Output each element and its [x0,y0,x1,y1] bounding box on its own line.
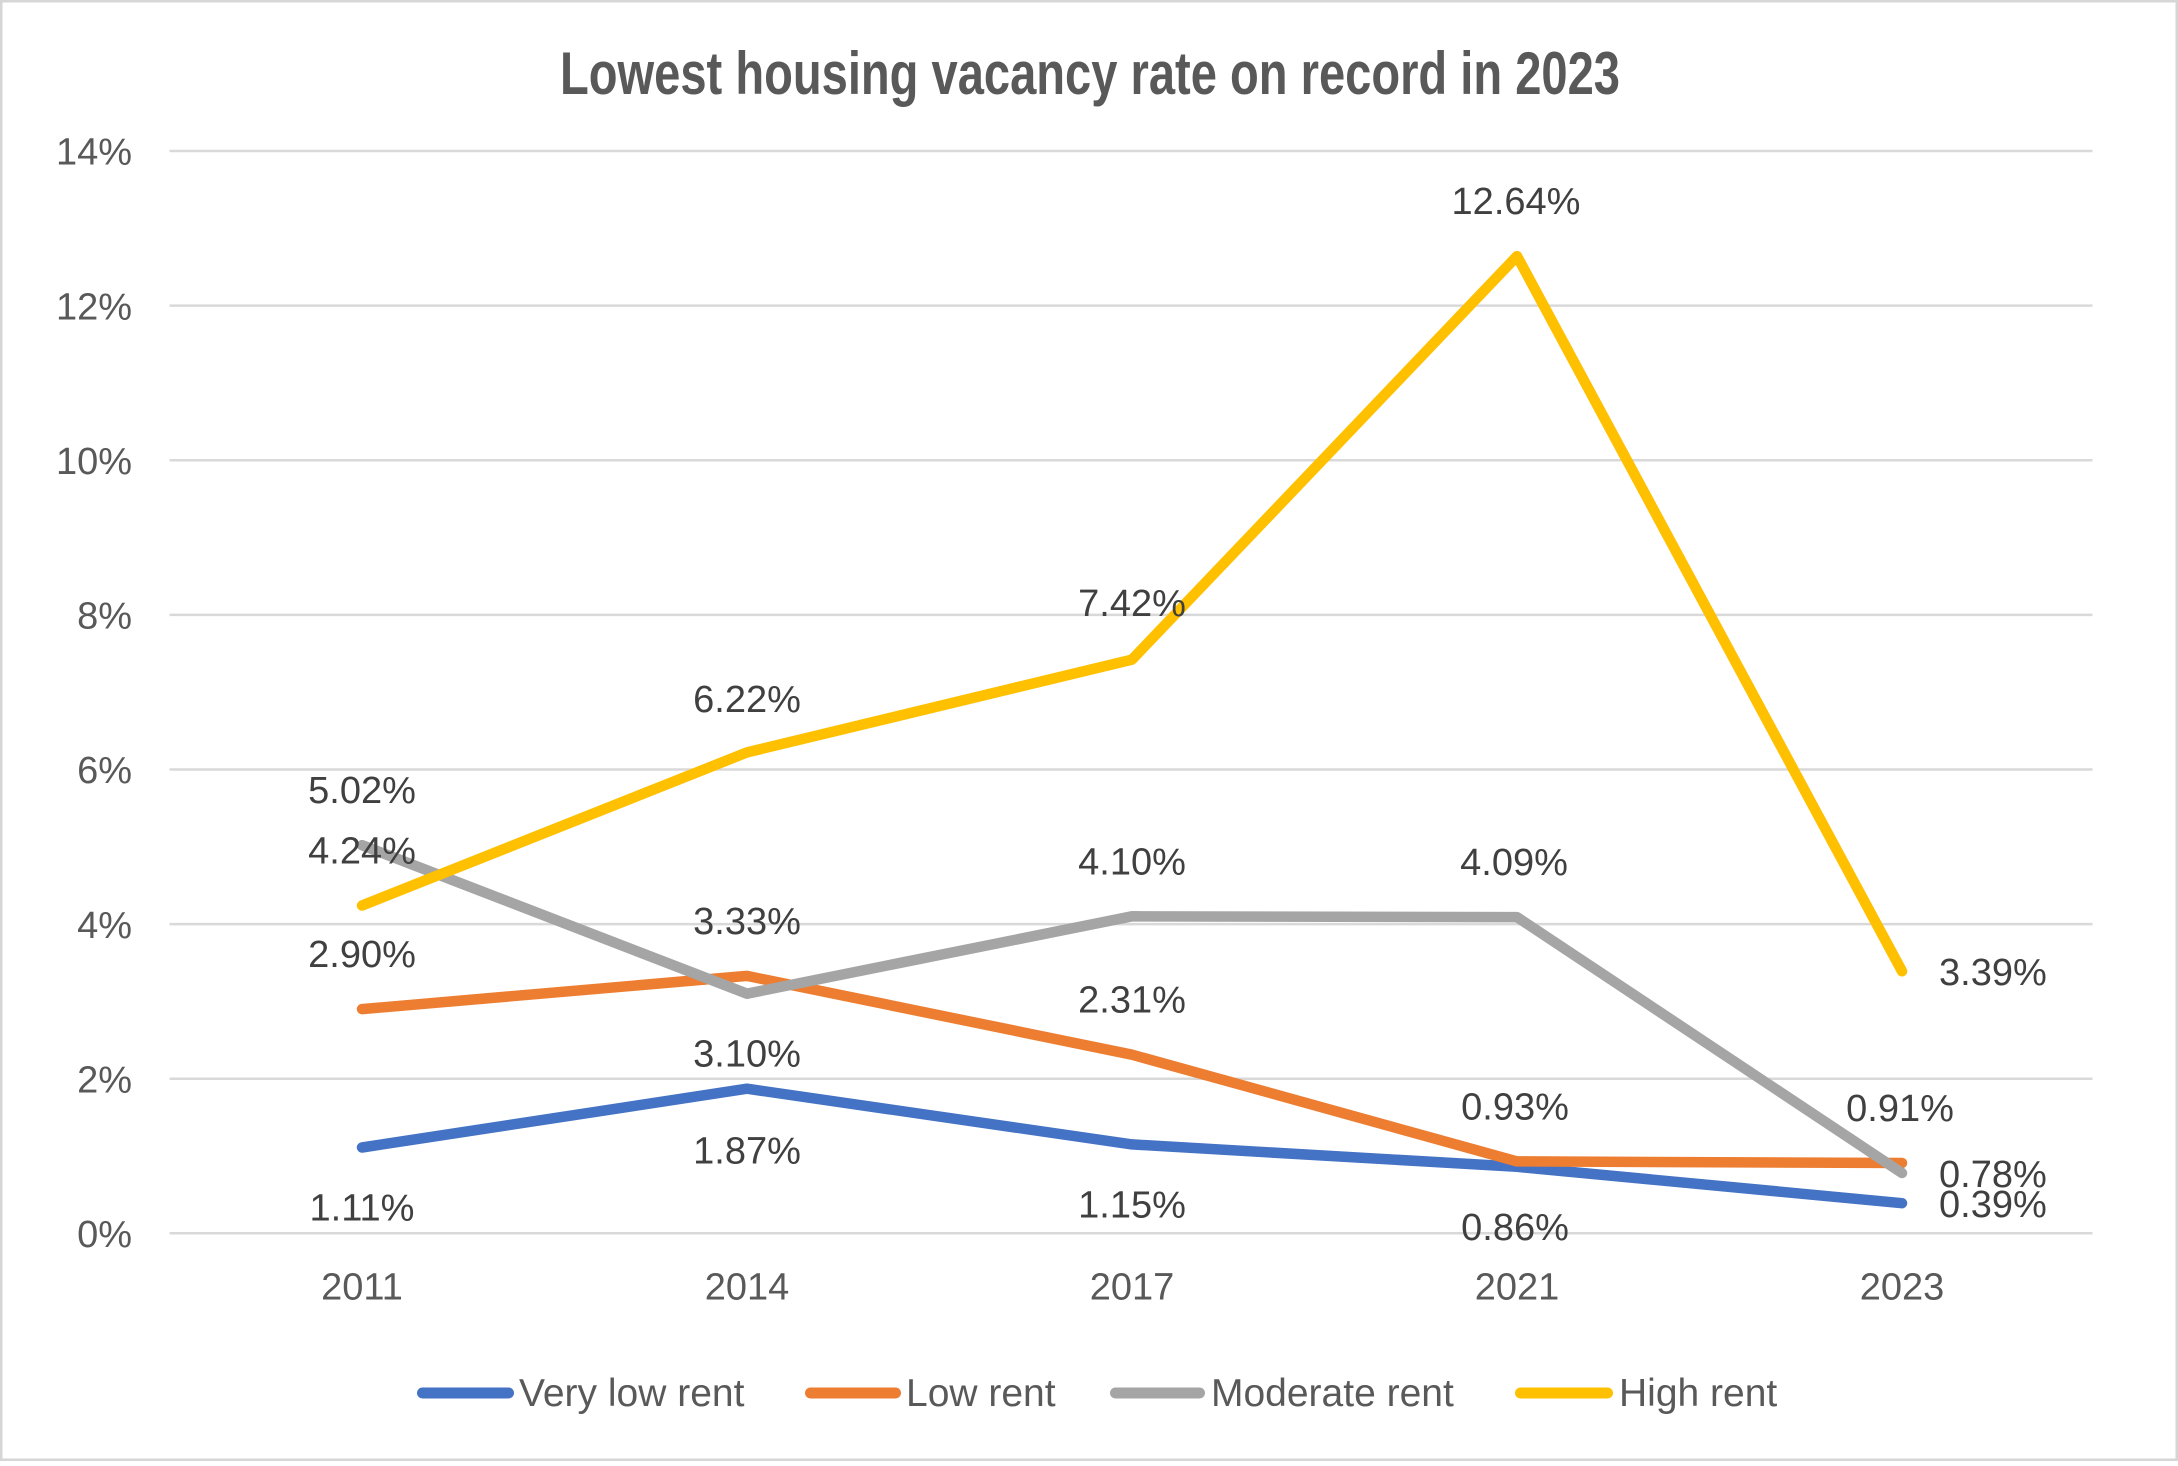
svg-text:3.39%: 3.39% [1939,952,2047,994]
svg-text:4%: 4% [77,905,132,947]
svg-text:1.15%: 1.15% [1078,1184,1186,1226]
svg-text:0.93%: 0.93% [1461,1086,1569,1128]
svg-text:2011: 2011 [321,1267,403,1309]
svg-text:2%: 2% [77,1059,132,1101]
svg-text:7.42%: 7.42% [1078,583,1186,625]
svg-text:4.09%: 4.09% [1460,842,1568,884]
svg-text:2023: 2023 [1860,1267,1945,1309]
svg-text:14%: 14% [56,132,132,174]
svg-text:3.33%: 3.33% [693,901,801,943]
svg-text:2017: 2017 [1090,1267,1175,1309]
svg-text:Low rent: Low rent [906,1372,1056,1415]
svg-text:1.11%: 1.11% [310,1188,415,1230]
svg-text:0.86%: 0.86% [1461,1207,1569,1249]
svg-text:Very low rent: Very low rent [519,1372,745,1415]
svg-text:2021: 2021 [1475,1267,1560,1309]
svg-text:2.31%: 2.31% [1078,980,1186,1022]
svg-text:1.87%: 1.87% [693,1130,801,1172]
svg-text:12%: 12% [56,286,132,328]
svg-text:10%: 10% [56,441,132,483]
svg-text:High rent: High rent [1619,1372,1777,1415]
svg-text:12.64%: 12.64% [1452,181,1581,223]
svg-text:0.39%: 0.39% [1939,1184,2047,1226]
svg-text:2.90%: 2.90% [308,934,416,976]
svg-text:0%: 0% [77,1214,132,1256]
svg-text:Lowest housing vacancy rate on: Lowest housing vacancy rate on record in… [560,40,1620,107]
svg-text:5.02%: 5.02% [308,770,416,812]
svg-text:3.10%: 3.10% [693,1034,801,1076]
svg-text:0.78%: 0.78% [1939,1154,2047,1196]
svg-text:Moderate rent: Moderate rent [1211,1372,1454,1415]
svg-text:2014: 2014 [705,1267,790,1309]
svg-text:0.91%: 0.91% [1846,1088,1954,1130]
svg-text:4.24%: 4.24% [308,831,416,873]
svg-text:4.10%: 4.10% [1078,841,1186,883]
svg-text:8%: 8% [77,596,132,638]
svg-text:6%: 6% [77,750,132,792]
svg-text:6.22%: 6.22% [693,679,801,721]
